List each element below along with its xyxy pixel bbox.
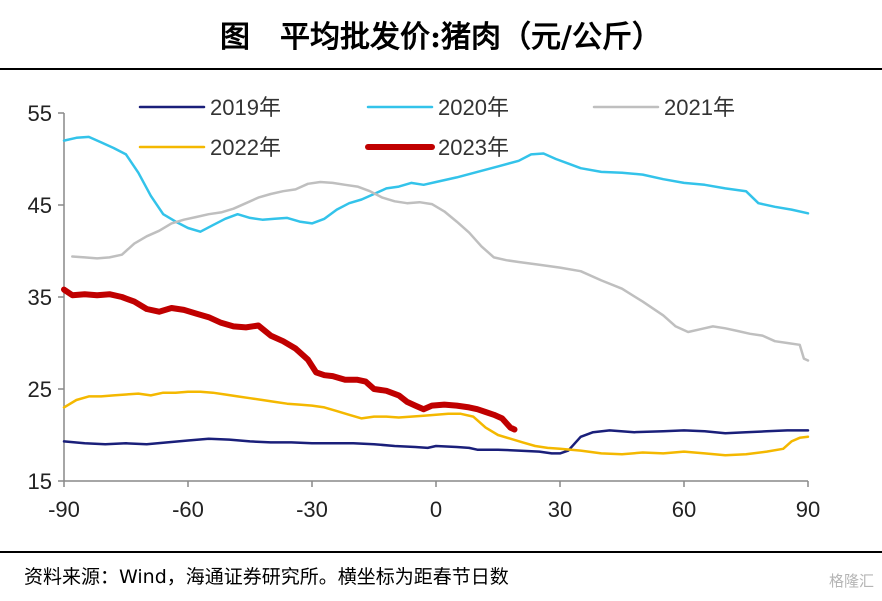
legend-item: 2023年 <box>365 135 509 160</box>
title-bar: 图 平均批发价:猪肉（元/公斤） <box>0 0 882 70</box>
legend-item: 2021年 <box>592 95 735 120</box>
x-tick-label: 90 <box>796 497 820 522</box>
chart-axes: 15 25 35 45 55 -90 -60 -30 0 30 60 90 <box>28 101 821 522</box>
series-line-2022 <box>62 390 810 457</box>
y-tick-label: 15 <box>28 469 52 494</box>
x-tick-label: 60 <box>672 497 696 522</box>
chart-series <box>61 135 810 457</box>
x-tick-label: -30 <box>296 497 328 522</box>
x-tick-label: 0 <box>430 497 442 522</box>
source-note: 资料来源：Wind，海通证券研究所。横坐标为距春节日数 <box>24 566 509 588</box>
y-tick-label: 45 <box>28 193 52 218</box>
x-tick-label: -60 <box>172 497 204 522</box>
legend-label: 2022年 <box>210 135 281 160</box>
chart-title: 图 平均批发价:猪肉（元/公斤） <box>219 20 663 55</box>
legend-label: 2023年 <box>438 135 509 160</box>
legend-label: 2019年 <box>210 95 281 120</box>
title-rule <box>0 68 882 70</box>
legend-label: 2020年 <box>438 95 509 120</box>
series-line-2021 <box>71 180 810 362</box>
y-tick-label: 25 <box>28 377 52 402</box>
legend-label: 2021年 <box>664 95 735 120</box>
series-line-2020 <box>62 135 810 233</box>
series-line-2023 <box>61 286 518 433</box>
y-tick-label: 55 <box>28 101 52 126</box>
x-tick-label: -90 <box>48 497 80 522</box>
x-tick-label: 30 <box>548 497 572 522</box>
legend-item: 2020年 <box>366 95 509 120</box>
legend-item: 2022年 <box>138 135 281 160</box>
y-tick-label: 35 <box>28 285 52 310</box>
chart-legend: 2019年 2020年 2021年 2022年 2023年 <box>138 95 735 160</box>
watermark: 格隆汇 <box>828 572 874 590</box>
series-line-2019 <box>62 429 810 455</box>
legend-item: 2019年 <box>138 95 281 120</box>
footer-rule <box>0 551 882 553</box>
